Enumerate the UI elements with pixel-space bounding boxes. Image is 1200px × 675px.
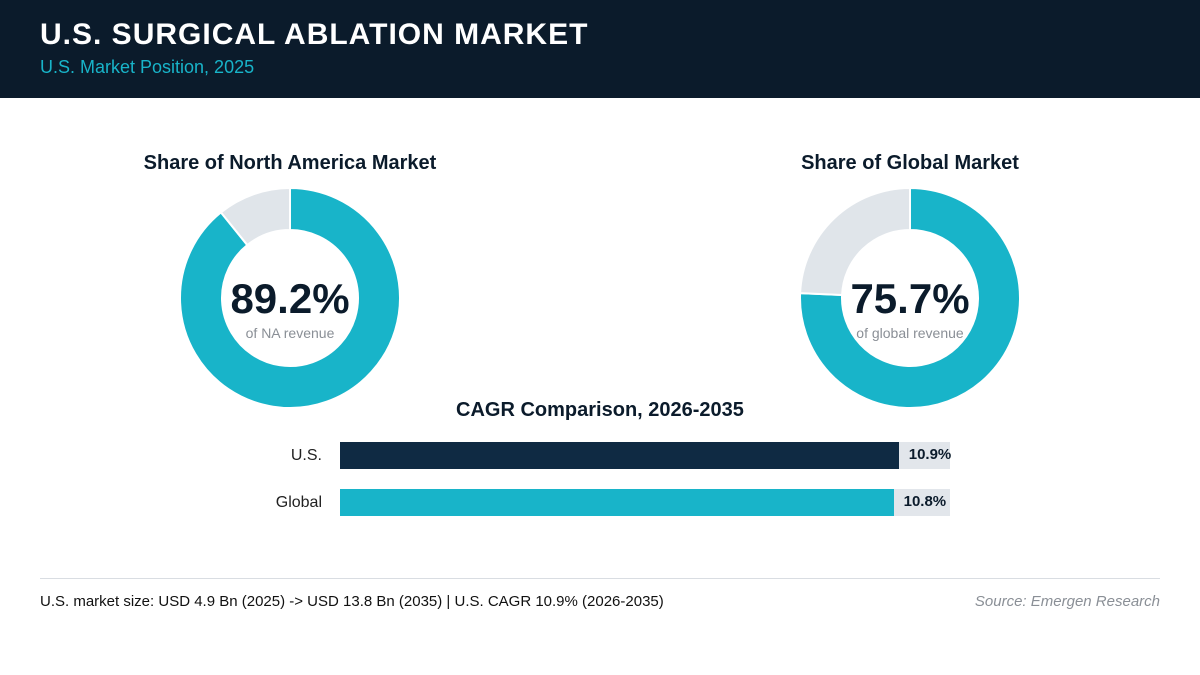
bar-us [340,442,899,469]
global-donut-label: of global revenue [856,325,964,341]
bar-row-us: U.S. 10.9% [0,442,1200,470]
donut-slice-share [800,188,1020,408]
global-donut-title: Share of Global Market [801,152,1019,174]
na-donut-label: of NA revenue [245,325,335,341]
global-share-donut: Share of Global Market 75.7% of global r… [750,150,1070,420]
page-subtitle: U.S. Market Position, 2025 [40,57,255,77]
donut-slice-remainder [800,188,911,297]
donut-slice-share [180,188,400,408]
na-donut-value: 89.2% [230,275,350,322]
cagr-chart-title: CAGR Comparison, 2026-2035 [456,399,744,421]
na-share-donut: Share of North America Market 89.2% of N… [130,150,450,420]
bar-label-us: U.S. [290,447,322,464]
bar-value-us: 10.9% [908,446,952,463]
bar-row-global: Global 10.8% [0,489,1200,517]
na-donut-svg [180,188,400,408]
global-donut-svg [800,188,1020,408]
bar-track-us [340,442,950,469]
bar-value-global: 10.8% [903,493,947,510]
bar-global [340,489,894,516]
na-donut-title: Share of North America Market [143,152,437,174]
donut-slice-remainder [219,188,291,247]
footer-note: U.S. market size: USD 4.9 Bn (2025) -> U… [40,593,664,610]
page-title: U.S. SURGICAL ABLATION MARKET [40,18,589,51]
source-credit: Source: Emergen Research [974,593,1160,610]
footer-divider [40,578,1160,579]
global-donut-value: 75.7% [850,275,970,322]
header-banner: U.S. SURGICAL ABLATION MARKET U.S. Marke… [0,0,1200,98]
bar-label-global: Global [275,494,322,511]
bar-track-global [340,489,950,516]
